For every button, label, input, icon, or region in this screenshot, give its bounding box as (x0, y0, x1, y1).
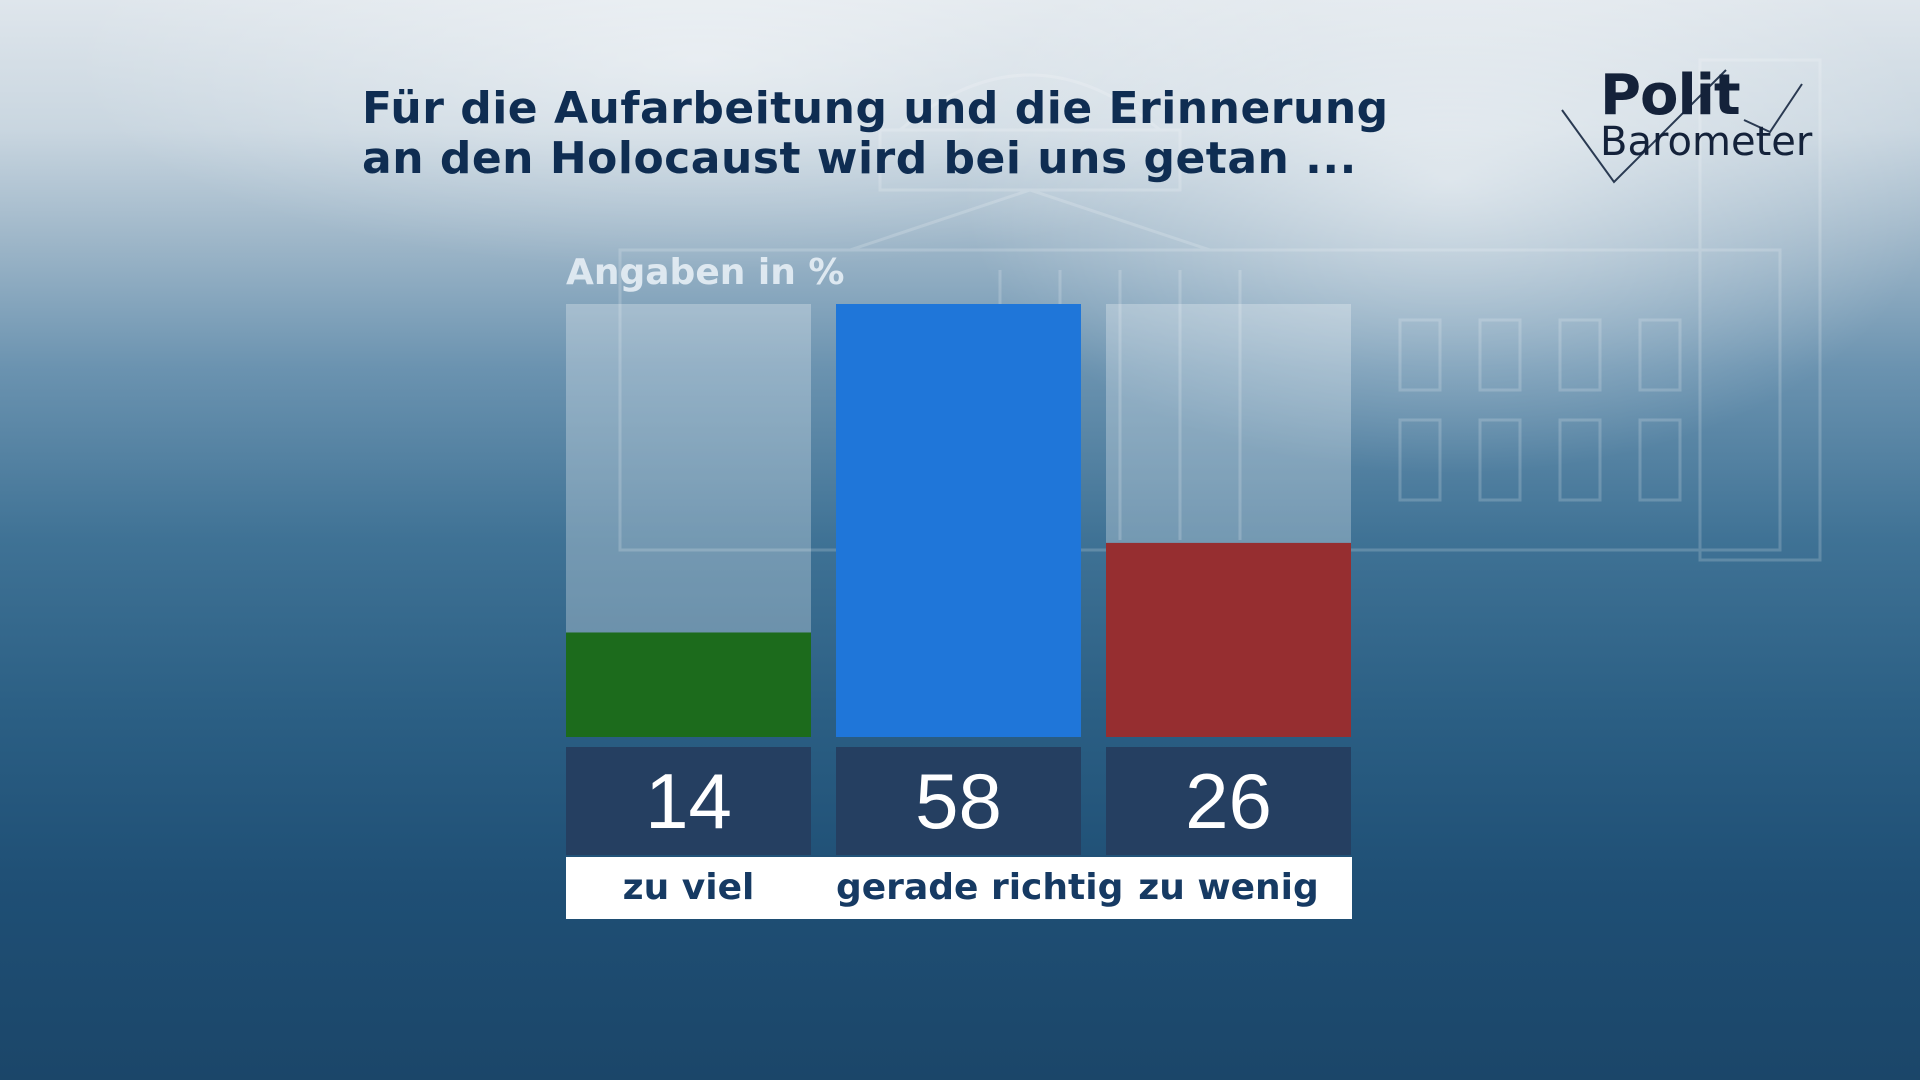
chart-title: Für die Aufarbeitung und die Erinnerung … (362, 84, 1389, 184)
category-label: gerade richtig (836, 867, 1124, 908)
category-label: zu wenig (1138, 867, 1319, 908)
value-label: 14 (566, 747, 811, 855)
chart-title-line-1: Für die Aufarbeitung und die Erinnerung (362, 83, 1389, 134)
logo-barometer-text: Barometer (1600, 119, 1813, 165)
checkmark-icon (1561, 69, 1803, 184)
chart-title-line-2: an den Holocaust wird bei uns getan ... (362, 133, 1357, 184)
politbarometer-logo: Polit Barometer (1558, 62, 1812, 192)
category-strip (566, 857, 1352, 919)
value-label: 26 (1106, 747, 1351, 855)
bar-zu-wenig (1106, 542, 1351, 737)
bar-gerade-richtig (836, 304, 1081, 737)
unit-label: Angaben in % (566, 252, 845, 293)
category-label: zu viel (622, 867, 755, 908)
logo-polit-text: Polit (1600, 63, 1741, 128)
value-label: 58 (836, 747, 1081, 855)
bar-zu-viel (566, 632, 811, 737)
